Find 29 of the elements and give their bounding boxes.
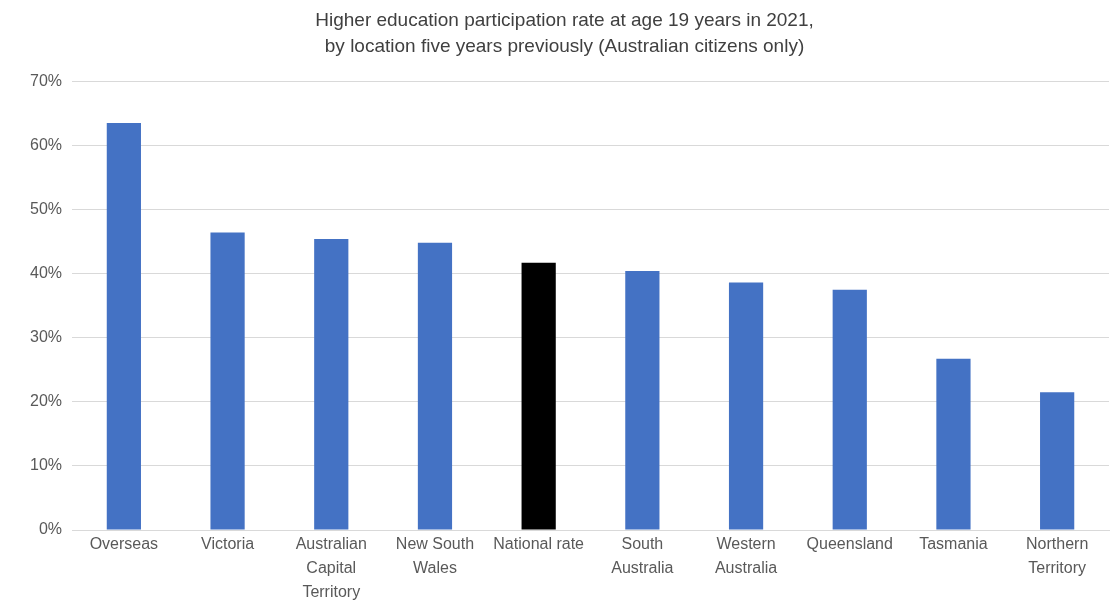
chart-title: Higher education participation rate at age 19 years in 2021, by location five years previously (Australian citizens only) <box>315 9 814 56</box>
bar <box>314 238 349 530</box>
x-tick-label: Northern Territory <box>1026 535 1089 577</box>
y-tick-label: 40% <box>29 264 63 282</box>
x-tick-label: Queensland <box>806 535 893 553</box>
y-tick-label: 20% <box>29 392 63 410</box>
x-tick-label: South Australia <box>611 535 674 577</box>
x-tick-label: New South Wales <box>395 535 475 577</box>
bar <box>417 242 453 530</box>
y-tick-label: 0% <box>38 520 63 538</box>
bar <box>936 358 971 530</box>
y-tick-label: 30% <box>29 328 63 346</box>
y-tick-label: 70% <box>29 71 63 89</box>
y-tick-label: 10% <box>29 456 63 474</box>
x-tick-label: Australian Capital Territory <box>295 535 367 601</box>
bar <box>1040 392 1075 530</box>
bar <box>210 232 245 530</box>
x-tick-label: Western Australia <box>714 535 778 577</box>
bar <box>106 122 141 530</box>
bar <box>625 271 660 530</box>
bar <box>832 289 867 530</box>
bar <box>728 282 764 530</box>
x-tick-label: Victoria <box>201 535 255 553</box>
y-tick-label: 50% <box>29 199 63 217</box>
x-tick-label: Tasmania <box>919 535 988 553</box>
x-tick-label: Overseas <box>89 535 159 553</box>
bar <box>521 262 556 530</box>
x-tick-label: National rate <box>493 535 585 553</box>
y-tick-label: 60% <box>29 135 63 153</box>
